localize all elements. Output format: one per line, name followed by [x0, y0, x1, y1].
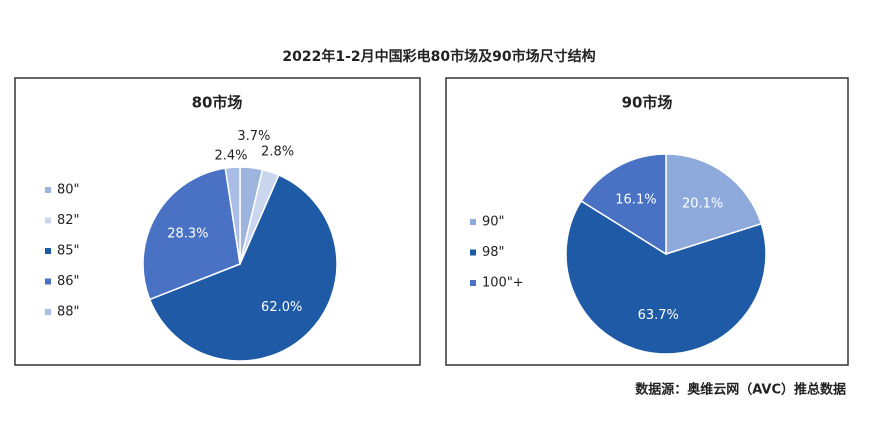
data-label: 3.7%: [237, 129, 270, 144]
data-label: 20.1%: [682, 196, 723, 211]
pie-slice: [580, 153, 667, 256]
data-label: 62.0%: [261, 300, 302, 315]
legend-label: 82": [57, 213, 80, 228]
legend-swatch: [45, 309, 51, 315]
pie-slice: [224, 166, 241, 265]
pie-slice: [142, 167, 241, 301]
legend-swatch: [470, 219, 476, 225]
legend-label: 98": [482, 245, 505, 260]
legend-swatch: [470, 280, 476, 286]
legend-swatch: [45, 248, 51, 254]
source-note: 数据源：奥维云网（AVC）推总数据: [635, 382, 846, 398]
legend-swatch: [45, 278, 51, 285]
panel-title: 90市场: [622, 94, 673, 112]
pie-slice: [565, 200, 767, 355]
panel: [445, 77, 849, 366]
legend-label: 90": [482, 215, 505, 230]
legend-label: 85": [57, 244, 80, 259]
panel: [14, 77, 421, 366]
data-label: 2.4%: [214, 149, 247, 164]
legend-swatch: [45, 217, 51, 224]
legend-label: 100"+: [482, 276, 524, 291]
legend-label: 86": [57, 274, 80, 289]
legend-swatch: [45, 187, 51, 193]
panel-title: 80市场: [192, 94, 243, 112]
legend-swatch: [470, 249, 476, 256]
figure-title: 2022年1-2月中国彩电80市场及90市场尺寸结构: [282, 48, 595, 65]
data-label: 28.3%: [167, 226, 208, 241]
legend-label: 88": [57, 305, 80, 320]
pie-slice: [665, 153, 763, 256]
legend-label: 80": [57, 183, 80, 198]
data-label: 63.7%: [638, 308, 679, 323]
data-label: 2.8%: [261, 144, 294, 159]
data-label: 16.1%: [615, 192, 656, 207]
pie-slice: [148, 174, 338, 362]
